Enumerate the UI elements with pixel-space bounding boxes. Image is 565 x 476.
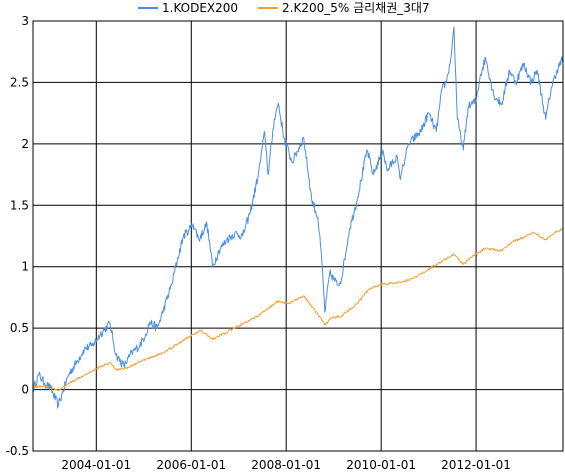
y-tick-label: 2.5 — [10, 75, 29, 89]
x-tick-label: 2004-01-01 — [61, 458, 131, 472]
y-tick-label: 0.5 — [10, 321, 29, 335]
y-tick-label: 0 — [21, 383, 29, 397]
y-tick-label: 1.5 — [10, 198, 29, 212]
x-tick-label: 2012-01-01 — [441, 458, 511, 472]
y-tick-label: 3 — [21, 14, 29, 28]
axes: -0.5 0 0.5 1 1.5 2 2.5 3 2004-01-01 2006-01-01 200… — [6, 14, 564, 472]
x-tick-label: 2006-01-01 — [156, 458, 226, 472]
series-line-1 — [32, 26, 564, 409]
grid — [33, 20, 563, 452]
y-tick-label: 2 — [21, 137, 29, 151]
legend[interactable]: 1.KODEX200 2.K200_5% 금리채권_3대7 — [138, 1, 430, 15]
series-line-2 — [32, 227, 564, 392]
legend-label-2: 2.K200_5% 금리채권_3대7 — [282, 1, 430, 15]
x-tick-label: 2008-01-01 — [251, 458, 321, 472]
y-tick-label: -0.5 — [6, 444, 29, 458]
series-layer — [32, 26, 564, 409]
x-tick-label: 2010-01-01 — [346, 458, 416, 472]
legend-label-1: 1.KODEX200 — [162, 1, 238, 15]
y-tick-label: 1 — [21, 260, 29, 274]
plot-frame — [32, 20, 564, 452]
